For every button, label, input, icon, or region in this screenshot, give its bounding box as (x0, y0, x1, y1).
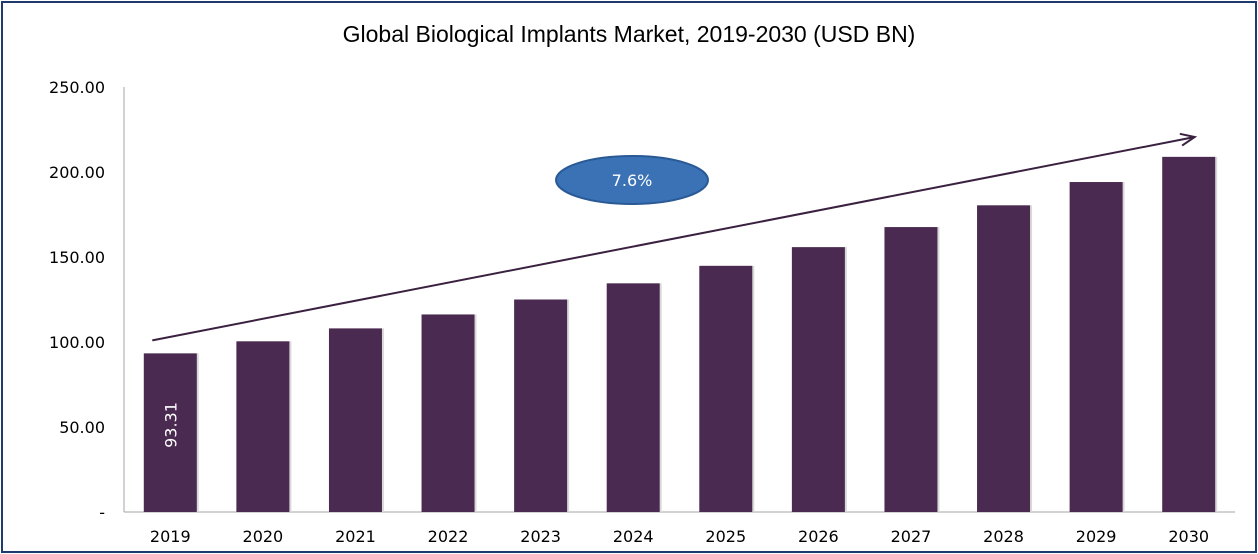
bar (977, 205, 1031, 512)
y-tick-label: 50.00 (59, 418, 105, 437)
y-tick-label: 200.00 (49, 163, 105, 182)
x-tick-label: 2029 (1076, 527, 1117, 546)
bar (606, 283, 660, 512)
bar (699, 265, 753, 512)
x-tick-label: 2026 (798, 527, 839, 546)
x-tick-label: 2030 (1168, 527, 1209, 546)
x-tick-label: 2028 (983, 527, 1024, 546)
cagr-label: 7.6% (612, 171, 653, 190)
x-tick-label: 2025 (705, 527, 746, 546)
x-tick-label: 2024 (613, 527, 654, 546)
data-label: 93.31 (161, 402, 180, 448)
chart-title: Global Biological Implants Market, 2019-… (342, 21, 916, 47)
x-tick-label: 2023 (520, 527, 561, 546)
bar (1162, 156, 1216, 512)
bar (143, 353, 197, 512)
chart-plot: - 50.00 100.00 150.00 200.00 250.00 2019 2020 20… (49, 78, 1235, 546)
x-tick-label: 2020 (243, 527, 284, 546)
bar (236, 341, 290, 512)
y-tick-label: 150.00 (49, 248, 105, 267)
bar (514, 299, 568, 512)
y-tick-label: - (99, 503, 105, 522)
x-tick-label: 2021 (335, 527, 376, 546)
bar (421, 314, 475, 512)
y-tick-label: 100.00 (49, 333, 105, 352)
trend-arrow-head (1179, 132, 1198, 147)
bar (1069, 182, 1123, 512)
x-tick-label: 2027 (891, 527, 932, 546)
trend-arrow-line (152, 136, 1195, 342)
x-tick-label: 2019 (150, 527, 191, 546)
cagr-ellipse (555, 155, 709, 205)
bar (884, 227, 938, 512)
x-tick-label: 2022 (428, 527, 469, 546)
bar (791, 247, 845, 512)
bar (328, 328, 382, 512)
y-tick-label: 250.00 (49, 78, 105, 97)
